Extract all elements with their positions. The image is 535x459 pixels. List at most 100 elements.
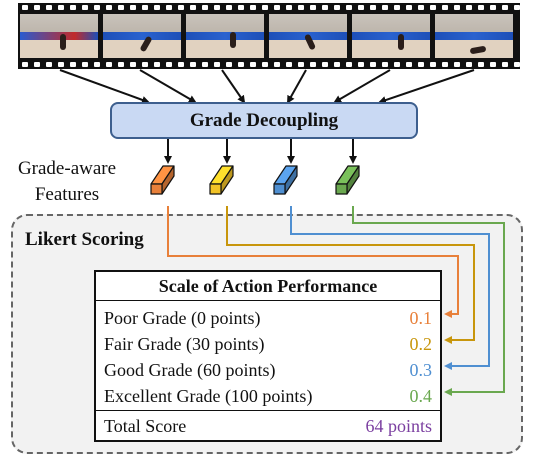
sprocket-hole [490, 62, 496, 67]
scale-row-value: 0.1 [409, 308, 433, 328]
sprocket-hole [70, 62, 76, 67]
sprocket-hole [454, 5, 460, 10]
feature-good-face [273, 183, 286, 195]
sprocket-hole [430, 62, 436, 67]
grade-aware-label-line2: Features [34, 184, 100, 205]
sprocket-hole [478, 5, 484, 10]
scale-row-value: 0.4 [409, 386, 433, 406]
feature-poor-cuboid [150, 165, 175, 195]
sprocket-hole [250, 62, 256, 67]
connector-fair [226, 206, 475, 344]
grade-aware-label-line1: Grade-aware [17, 158, 117, 179]
sprocket-hole [286, 62, 292, 67]
scale-row-value: 0.3 [409, 360, 433, 380]
sprocket-hole [214, 62, 220, 67]
feature-excellent-face [335, 183, 348, 195]
sprocket-hole [178, 5, 184, 10]
sprocket-hole [322, 5, 328, 10]
arrow-frame-2 [139, 69, 197, 104]
sprocket-hole [406, 5, 412, 10]
scale-row-label: Fair Grade (30 points) [104, 334, 265, 354]
sprocket-hole [514, 5, 520, 10]
sprocket-hole [358, 62, 364, 67]
connector-poor [167, 206, 459, 318]
sprocket-hole [502, 62, 508, 67]
sprocket-hole [202, 5, 208, 10]
sprocket-hole [226, 62, 232, 67]
sprocket-hole [34, 5, 40, 10]
video-frame-3 [186, 14, 264, 58]
sprocket-hole [466, 62, 472, 67]
video-frame-2 [103, 14, 181, 58]
sprocket-hole [478, 62, 484, 67]
sprocket-hole [46, 5, 52, 10]
sprocket-hole [502, 5, 508, 10]
likert-scoring-label: Likert Scoring [25, 229, 144, 250]
sprocket-hole [442, 5, 448, 10]
sprocket-hole [490, 5, 496, 10]
feature-fair-face [209, 183, 222, 195]
sprocket-hole [190, 5, 196, 10]
sprocket-hole [334, 62, 340, 67]
connector-good [290, 206, 490, 370]
sprocket-hole [274, 62, 280, 67]
scale-row-label: Excellent Grade (100 points) [104, 386, 313, 406]
sprocket-hole [418, 62, 424, 67]
scale-title: Scale of Action Performance [158, 276, 378, 296]
sprocket-hole [46, 62, 52, 67]
sprocket-hole [166, 5, 172, 10]
video-frame-1 [20, 14, 98, 58]
feature-fair-cuboid [209, 165, 234, 195]
grade-decoupling-module: Grade Decoupling [110, 102, 418, 139]
sprocket-hole [466, 5, 472, 10]
sprocket-hole [214, 5, 220, 10]
sprocket-hole [142, 62, 148, 67]
sprocket-hole [130, 5, 136, 10]
sprocket-hole [94, 5, 100, 10]
sprocket-hole [382, 62, 388, 67]
sprocket-hole [202, 62, 208, 67]
sprocket-hole [394, 62, 400, 67]
sprocket-hole [298, 5, 304, 10]
scale-row-poor: Poor Grade (0 points) 0.1 [104, 308, 432, 332]
sprocket-hole [334, 5, 340, 10]
sprocket-hole [250, 5, 256, 10]
feature-excellent-cuboid [335, 165, 360, 195]
connector-excellent [352, 206, 505, 396]
sprocket-hole [430, 5, 436, 10]
sprocket-hole [154, 5, 160, 10]
sprocket-hole [58, 5, 64, 10]
total-divider [96, 410, 440, 411]
scale-row-value: 0.2 [409, 334, 433, 354]
sprocket-hole [94, 62, 100, 67]
sprocket-hole [82, 62, 88, 67]
sprocket-hole [514, 62, 520, 67]
sprocket-hole [310, 62, 316, 67]
total-score-label: Total Score [104, 416, 187, 436]
sprocket-hole [34, 62, 40, 67]
sprocket-hole [22, 5, 28, 10]
sprocket-hole [382, 5, 388, 10]
sprocket-hole [82, 5, 88, 10]
sprocket-hole [418, 5, 424, 10]
sprocket-hole [118, 62, 124, 67]
total-score-value: 64 points [365, 416, 432, 436]
sprocket-hole [238, 5, 244, 10]
frame-to-decoupling-arrows [59, 69, 475, 104]
arrow-frame-4 [287, 69, 307, 104]
sprocket-hole [106, 62, 112, 67]
sprocket-hole [442, 62, 448, 67]
arrow-frame-1 [59, 69, 150, 104]
sprocket-hole [262, 5, 268, 10]
sprocket-hole [130, 62, 136, 67]
sprocket-hole [370, 5, 376, 10]
total-score-row: Total Score 64 points [104, 416, 432, 440]
video-filmstrip [18, 3, 520, 69]
sprocket-hole [106, 5, 112, 10]
video-frame-6 [435, 14, 513, 58]
scale-row-good: Good Grade (60 points) 0.3 [104, 360, 432, 384]
sprocket-hole [70, 5, 76, 10]
scale-row-fair: Fair Grade (30 points) 0.2 [104, 334, 432, 358]
